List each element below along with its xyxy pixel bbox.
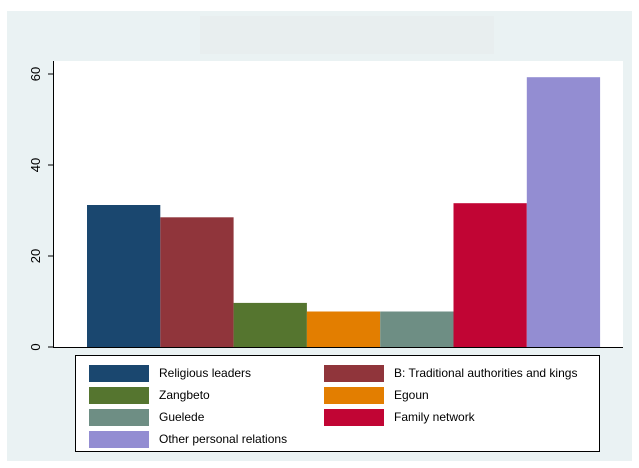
legend-item-religious-leaders: Religious leaders xyxy=(89,363,251,383)
bar-egoun xyxy=(306,311,381,347)
y-tick-label-0: 0 xyxy=(28,343,43,350)
legend-item-other-personal-relations: Other personal relations xyxy=(89,429,287,449)
y-tick-label-40: 40 xyxy=(28,158,43,172)
bar-religious-leaders xyxy=(87,205,161,347)
legend-swatch-guelede xyxy=(89,408,149,426)
legend-swatch-other-personal-relations xyxy=(89,430,149,448)
y-tick-label-60: 60 xyxy=(28,67,43,81)
bar-other-personal-relations xyxy=(526,77,601,347)
legend-item-egoun: Egoun xyxy=(324,385,429,405)
legend-swatch-family-network xyxy=(324,408,384,426)
bars xyxy=(87,77,601,347)
y-axis-ticks: 0 20 40 60 xyxy=(28,67,53,351)
legend-label-family-network: Family network xyxy=(394,410,475,424)
legend-label-egoun: Egoun xyxy=(394,388,429,402)
legend-swatch-religious-leaders xyxy=(89,364,149,382)
legend-swatch-traditional-authorities xyxy=(324,364,384,382)
legend-label-traditional-authorities: B: Traditional authorities and kings xyxy=(394,366,578,380)
legend-item-family-network: Family network xyxy=(324,407,475,427)
bar-zangbeto xyxy=(233,302,307,347)
legend: Religious leaders B: Traditional authori… xyxy=(75,355,600,452)
bar-guelede xyxy=(380,311,454,347)
legend-label-other-personal-relations: Other personal relations xyxy=(159,432,288,446)
legend-label-guelede: Guelede xyxy=(159,410,205,424)
legend-label-zangbeto: Zangbeto xyxy=(159,388,210,402)
legend-item-zangbeto: Zangbeto xyxy=(89,385,210,405)
legend-swatch-zangbeto xyxy=(89,386,149,404)
bar-family-network xyxy=(453,203,527,347)
legend-item-traditional-authorities: B: Traditional authorities and kings xyxy=(324,363,577,383)
legend-swatch-egoun xyxy=(324,386,384,404)
bar-b-traditional-authorities-and-kings xyxy=(160,217,234,347)
legend-item-guelede: Guelede xyxy=(89,407,204,427)
chart-title-area xyxy=(200,16,494,54)
legend-label-religious-leaders: Religious leaders xyxy=(159,366,252,380)
y-tick-label-20: 20 xyxy=(28,249,43,263)
